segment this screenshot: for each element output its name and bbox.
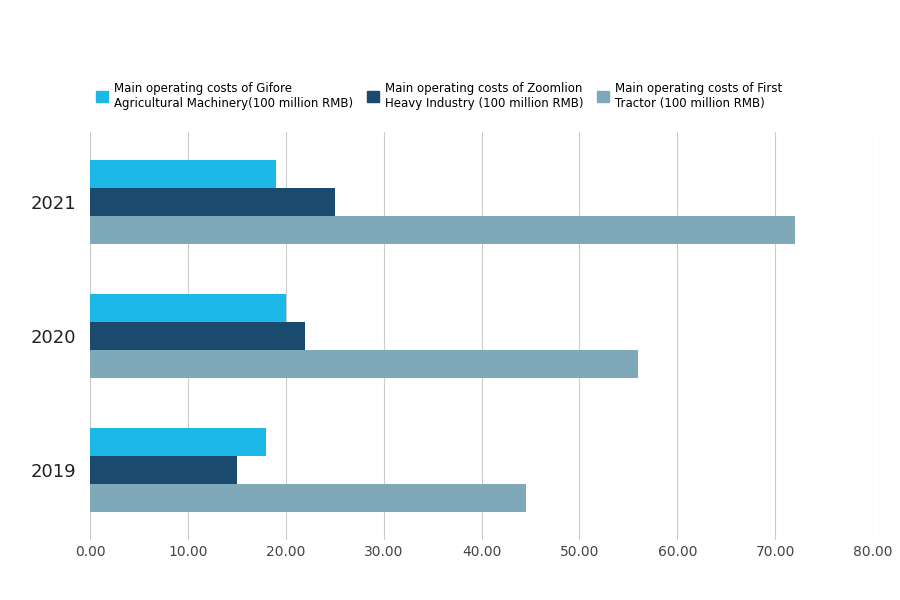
Bar — [90, 350, 638, 378]
Bar — [90, 160, 276, 188]
Bar — [90, 294, 286, 322]
Bar — [90, 456, 237, 484]
Bar — [90, 188, 335, 216]
Legend: Main operating costs of Gifore
Agricultural Machinery(100 million RMB), Main ope: Main operating costs of Gifore Agricultu… — [96, 82, 782, 110]
Bar — [90, 428, 266, 456]
Bar — [90, 484, 526, 512]
Bar — [90, 216, 795, 244]
Bar — [90, 322, 305, 350]
